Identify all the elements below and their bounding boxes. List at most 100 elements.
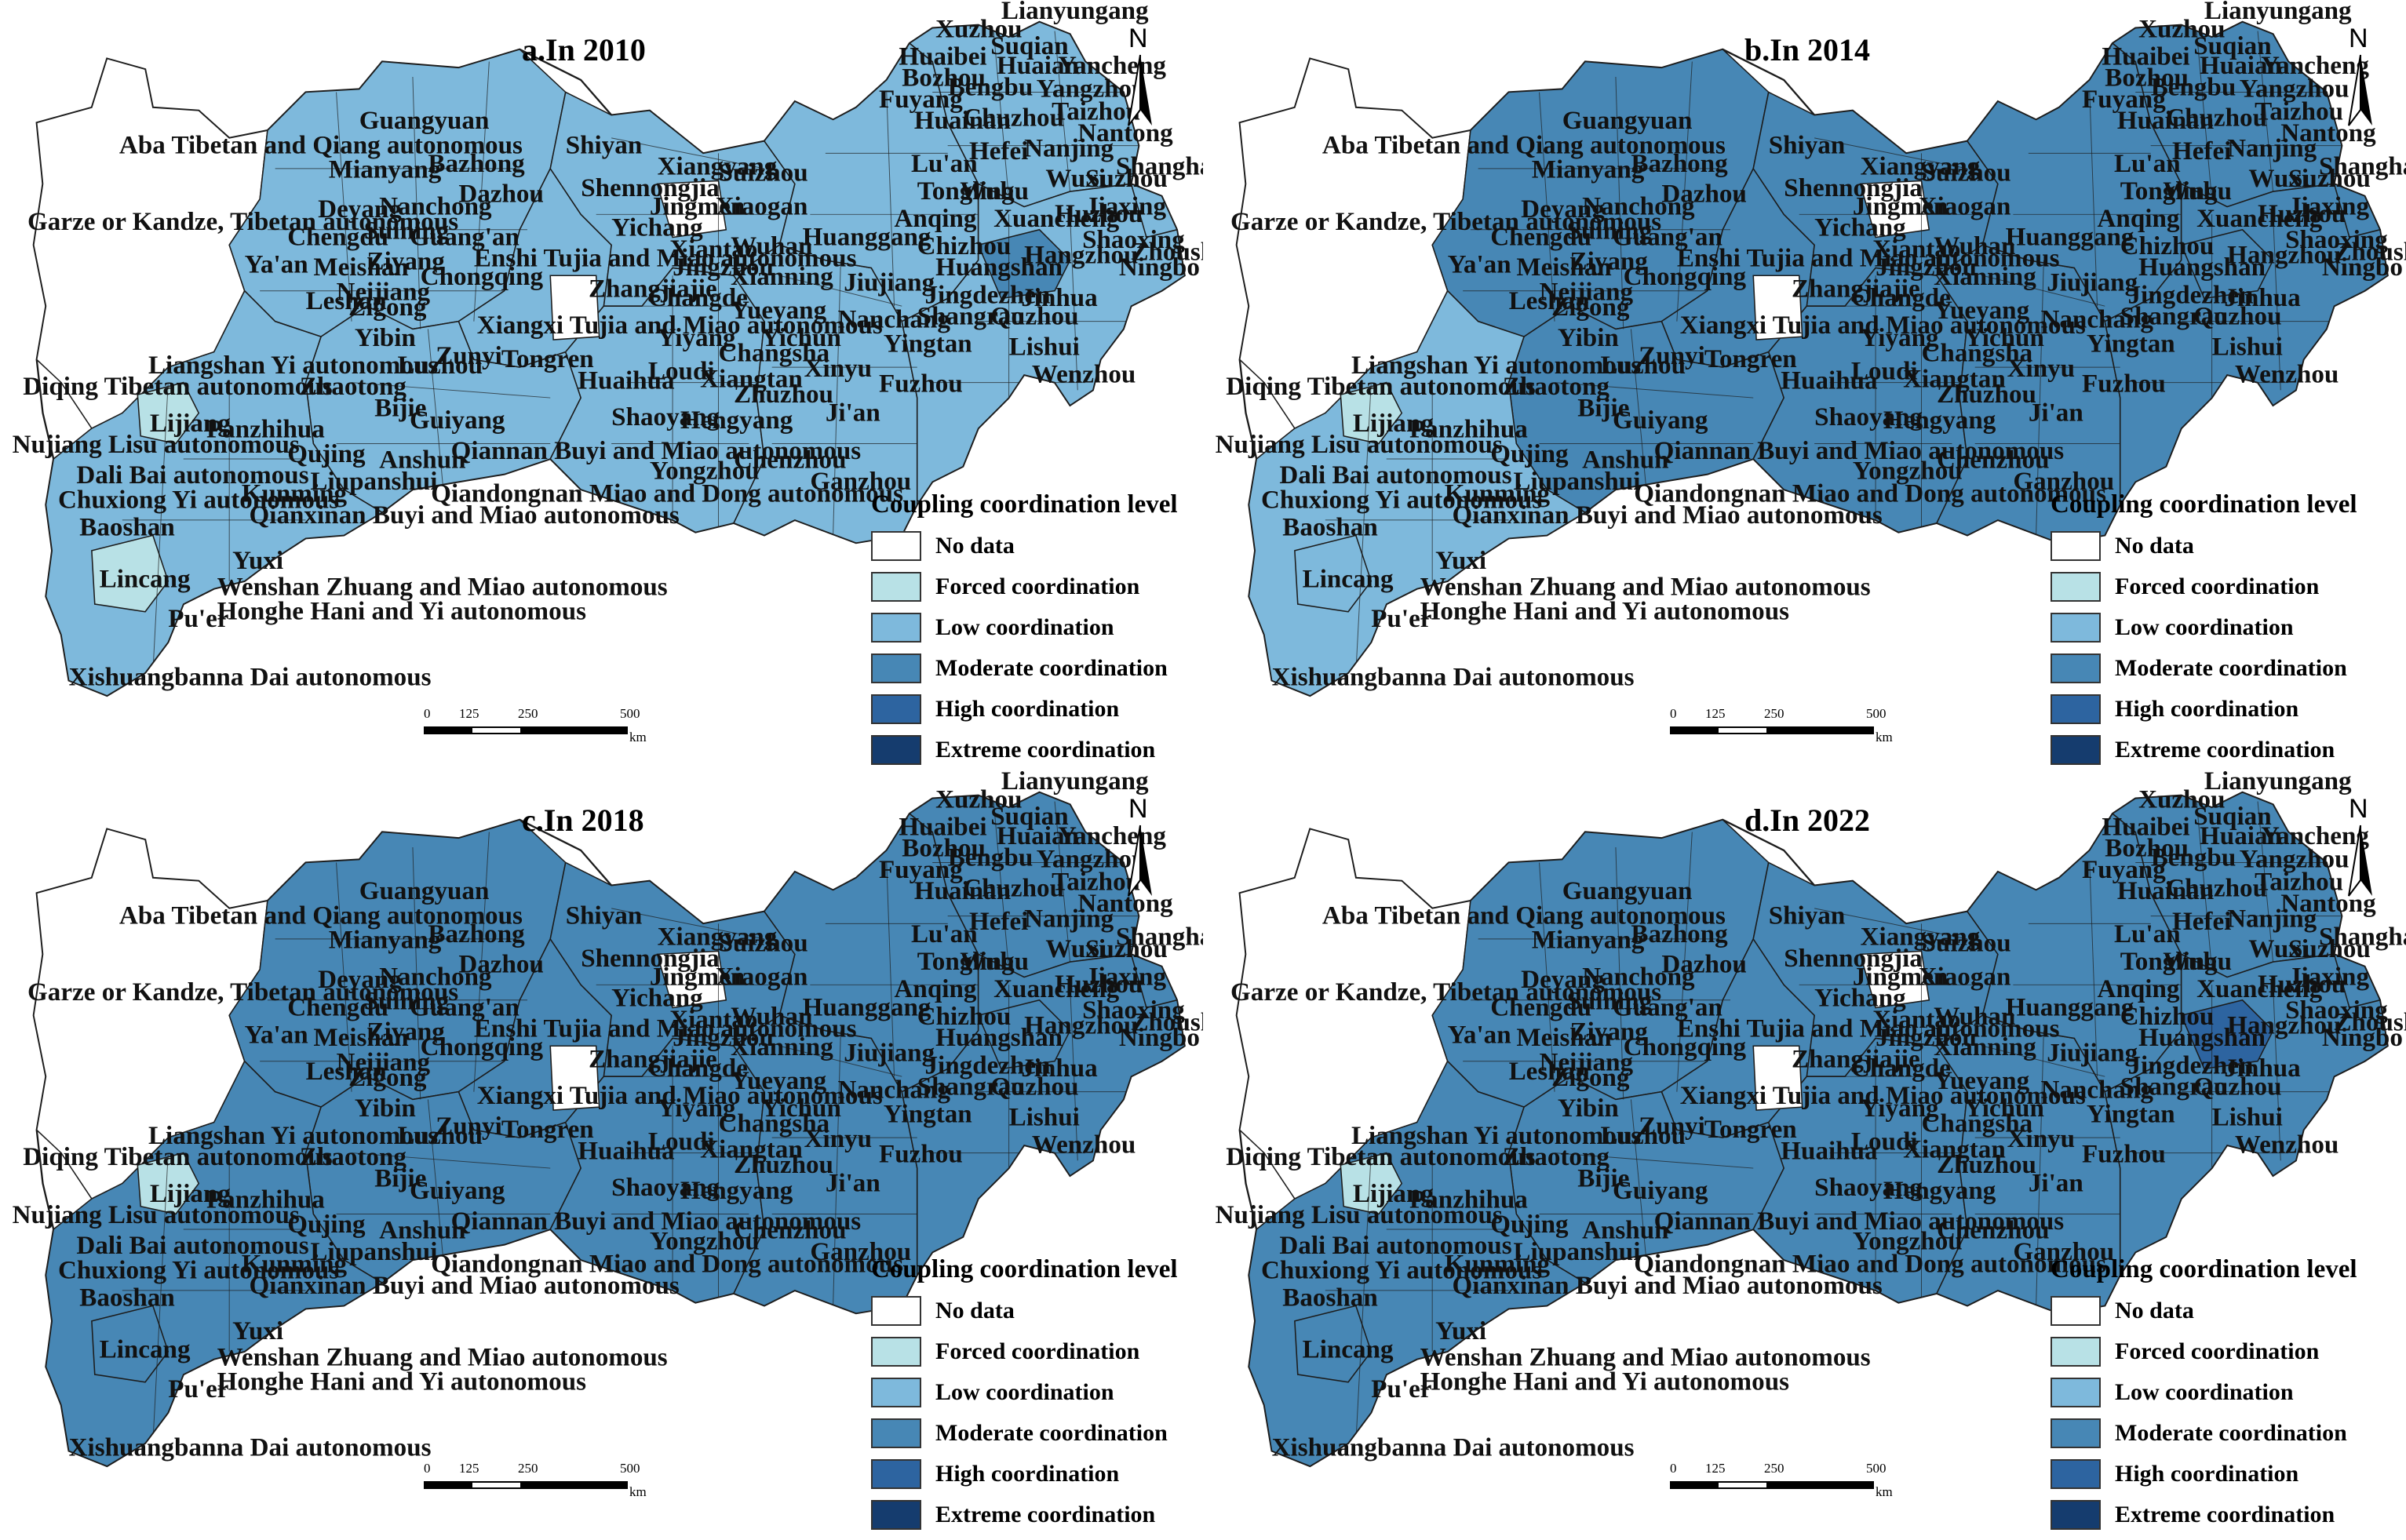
place-label: Neijiang	[1540, 277, 1634, 306]
legend-item: Moderate coordination	[2051, 648, 2406, 689]
legend-item: No data	[2051, 1291, 2406, 1331]
place-label: Shaoxing	[1082, 225, 1185, 254]
place-label: Huzhou	[2258, 970, 2346, 999]
scale-unit: km	[629, 1484, 647, 1499]
place-label: Aba Tibetan and Qiang autonomous	[119, 130, 523, 159]
place-label: Jiaxing	[1085, 191, 1166, 220]
place-label: Guang'an	[1613, 222, 1722, 251]
place-label: Nanchong	[379, 962, 492, 991]
place-label: Lianyungang	[1001, 0, 1149, 25]
place-label: Nantong	[1077, 889, 1173, 918]
place-label: Deyang	[318, 195, 402, 224]
place-label: Yichang	[1814, 984, 1906, 1013]
boundary-line	[1982, 1045, 2105, 1077]
place-label: Nanjing	[1024, 904, 1114, 933]
place-label: Zigong	[1551, 1063, 1630, 1092]
place-label: Xiangtan	[700, 1134, 803, 1163]
place-label: Xianning	[731, 1032, 833, 1061]
scale-tick: 250	[1764, 1461, 1784, 1476]
place-label: Zhaotong	[1503, 372, 1610, 401]
place-label: Nanjing	[2227, 904, 2317, 933]
place-label: Guang'an	[410, 222, 519, 251]
place-label: Nanchang	[2040, 1075, 2153, 1104]
place-label: Xuancheng	[993, 974, 1120, 1003]
place-label: Yiyang	[658, 323, 736, 352]
place-label: Yibin	[1558, 1094, 1619, 1123]
boundary-line	[833, 1030, 841, 1306]
place-label: Loudi	[1851, 357, 1918, 386]
legend-swatch	[871, 613, 921, 643]
legend-label: Forced coordination	[2115, 1338, 2320, 1364]
place-label: Zhoushan	[2334, 1008, 2406, 1037]
place-label: Jingmen	[1853, 191, 1948, 220]
place-label: Yongzhou	[650, 456, 760, 485]
map-panel-1: Lianyungang Xuzhou Suqian Huaibei Bozhou Huai…	[0, 0, 1203, 770]
boundary-line	[412, 846, 421, 1100]
place-label: Jinhua	[1021, 1054, 1098, 1083]
place-label: Xiangxi Tujia and Miao autonomous	[1680, 311, 2086, 340]
legend-label: Moderate coordination	[2115, 655, 2347, 681]
legend-item: No data	[2051, 526, 2406, 566]
boundary-line	[1676, 61, 1693, 322]
place-label: Xianning	[1934, 262, 2036, 291]
place-label: Xiantao	[669, 1005, 757, 1034]
region-hotspot	[2180, 999, 2274, 1070]
place-label: Suqian	[2193, 802, 2271, 831]
place-label: Meishan	[1516, 1023, 1611, 1052]
legend-item: Extreme coordination	[2051, 730, 2406, 770]
north-arrow-icon: N	[1113, 24, 1168, 133]
region-nodata-hubei	[656, 180, 727, 238]
boundary-line	[2089, 862, 2098, 1077]
legend-swatch	[871, 653, 921, 683]
boundary-line	[2257, 31, 2274, 192]
scale-unit: km	[629, 730, 647, 745]
place-label: Zhuzhou	[1937, 380, 2036, 409]
place-label: Huanggang	[803, 222, 931, 251]
scale-tick: 125	[459, 1461, 479, 1476]
place-label: Guangyuan	[1562, 876, 1693, 905]
place-label: Yongzhou	[1853, 1226, 1963, 1255]
place-label: Liangshan Yi autonomous	[1351, 1121, 1641, 1150]
place-label: Hangzhou	[1024, 1011, 1138, 1040]
place-label: Chuxiong Yi autonomous	[58, 485, 339, 514]
place-label: Suining	[1567, 216, 1653, 245]
region-hunan	[1752, 267, 1968, 533]
place-label: Wenzhou	[2235, 1130, 2339, 1160]
place-label: Panzhihua	[1409, 415, 1528, 444]
place-label: Baoshan	[79, 512, 174, 541]
legend-swatch	[871, 1418, 921, 1448]
boundary-line	[1615, 76, 1624, 329]
place-label: Qujing	[287, 439, 366, 468]
place-label: Zunyi	[1639, 341, 1705, 370]
place-label: Tongling	[917, 177, 1015, 206]
legend-swatch	[2051, 653, 2101, 683]
scale-tick: 0	[1670, 706, 1677, 721]
place-label: Bazhong	[1631, 149, 1728, 178]
place-label: Chengdu	[1490, 222, 1591, 251]
place-label: Xiangxi Tujia and Miao autonomous	[1680, 1081, 2086, 1110]
place-label: Loudi	[1851, 1127, 1918, 1156]
place-label: Ningbo	[1119, 253, 1200, 282]
scale-tick: 125	[1705, 706, 1726, 721]
scale-segment	[471, 726, 522, 734]
place-label: Tongren	[501, 1115, 594, 1144]
place-label: Zunyi	[436, 1112, 502, 1141]
boundary-line	[1676, 832, 1693, 1092]
place-label: Bijie	[1577, 1163, 1629, 1192]
place-label: Qujing	[1490, 1210, 1569, 1239]
place-label: Jinhua	[1021, 283, 1098, 312]
place-label: Huangshan	[935, 253, 1063, 282]
place-label: Chuxiong Yi autonomous	[58, 1255, 339, 1284]
legend-swatch	[2051, 1378, 2101, 1407]
boundary-line	[2273, 985, 2281, 1161]
place-label: Suizhou	[719, 158, 808, 187]
place-label: Deyang	[1521, 965, 1605, 994]
place-label: Tongren	[1704, 1115, 1797, 1144]
place-label: Wenshan Zhuang and Miao autonomous	[1420, 572, 1871, 601]
place-label: Kunming	[242, 479, 348, 508]
legend-item: Extreme coordination	[2051, 1494, 2406, 1535]
boundary-line	[473, 832, 490, 1092]
place-label: Lincang	[1303, 1335, 1394, 1364]
place-label: Fuyang	[2082, 85, 2166, 114]
place-label: Xiantao	[1872, 235, 1960, 264]
